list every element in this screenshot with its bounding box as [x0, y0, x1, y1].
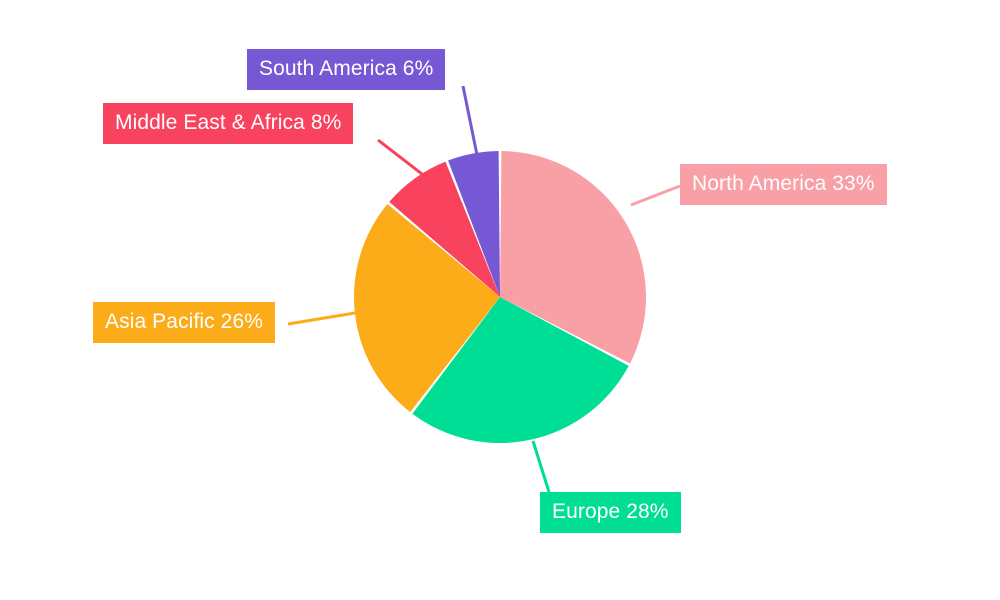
- pie-slice[interactable]: [500, 151, 646, 364]
- pie-slice[interactable]: [389, 161, 500, 297]
- slice-label-europe: Europe 28%: [540, 492, 681, 533]
- slice-label-north-america: North America 33%: [680, 164, 887, 205]
- slice-label-text: Asia Pacific 26%: [105, 310, 264, 333]
- slice-leader-line: [461, 85, 479, 156]
- slice-leader-line: [531, 440, 551, 493]
- pie-slices-group: [353, 151, 646, 443]
- pie-slice[interactable]: [448, 151, 500, 297]
- slice-label-text: Middle East & Africa 8%: [115, 111, 342, 134]
- slice-label-asia-pacific: Asia Pacific 26%: [93, 302, 276, 343]
- slice-label-middle-east-africa: Middle East & Africa 8%: [103, 103, 354, 144]
- slice-label-text: North America 33%: [692, 172, 875, 195]
- pie-slice[interactable]: [412, 297, 629, 443]
- slice-leader-line: [287, 311, 356, 326]
- slice-label-south-america: South America 6%: [247, 49, 446, 90]
- pie-slice[interactable]: [353, 204, 500, 413]
- slice-label-text: South America 6%: [259, 57, 434, 80]
- slice-label-text: Europe 28%: [552, 500, 669, 523]
- slice-leader-line: [630, 184, 681, 207]
